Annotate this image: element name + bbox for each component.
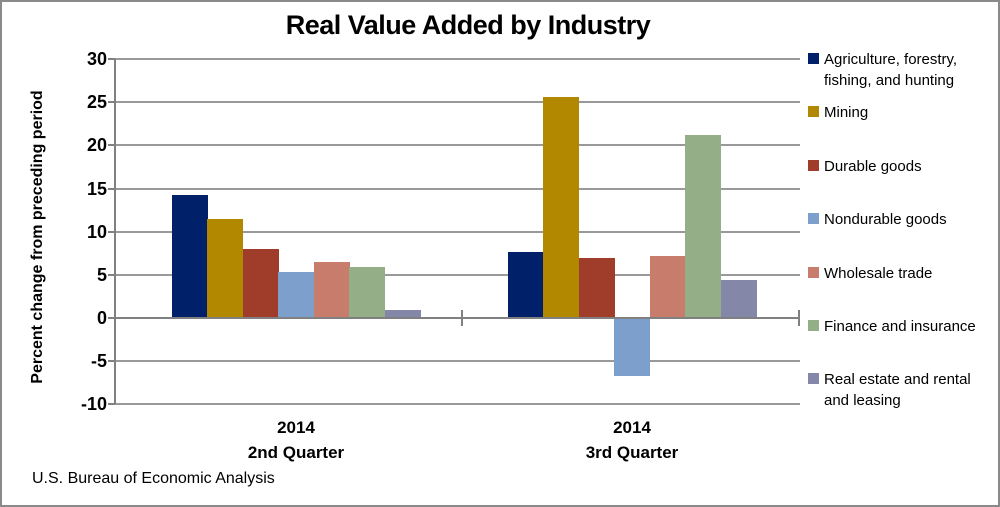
bar <box>721 280 757 318</box>
legend-swatch <box>808 53 819 64</box>
y-tick-mark <box>108 274 115 276</box>
gridline <box>115 360 800 362</box>
y-tick-mark <box>108 317 115 319</box>
bar <box>172 195 208 318</box>
y-tick-label: -5 <box>90 351 107 371</box>
bar <box>243 249 279 318</box>
gridline <box>115 188 800 190</box>
x-axis-label: 3rd Quarter <box>585 443 679 462</box>
legend-label: Real estate and rental and leasing <box>824 371 971 409</box>
x-tick-mark <box>461 310 463 326</box>
legend-label: Nondurable goods <box>824 211 947 228</box>
gridline <box>115 144 800 146</box>
x-axis-line <box>115 317 800 319</box>
legend-item: Agriculture, forestry, fishing, and hunt… <box>808 49 994 91</box>
legend-swatch <box>808 160 819 171</box>
legend-label: Finance and insurance <box>824 318 976 335</box>
legend-label: Agriculture, forestry, fishing, and hunt… <box>824 51 958 89</box>
bar <box>207 219 243 318</box>
y-tick-mark <box>108 188 115 190</box>
gridline <box>115 274 800 276</box>
y-tick-label: -10 <box>80 394 107 414</box>
bar <box>685 135 721 318</box>
y-tick-label: 10 <box>86 222 107 242</box>
y-tick-label: 0 <box>96 308 107 328</box>
y-tick-mark <box>108 360 115 362</box>
legend-item: Wholesale trade <box>808 263 994 284</box>
bar <box>278 272 314 318</box>
gridline <box>115 58 800 60</box>
legend-item: Nondurable goods <box>808 209 994 230</box>
legend-item: Real estate and rental and leasing <box>808 369 994 411</box>
gridline <box>115 101 800 103</box>
bar <box>314 262 350 318</box>
bar <box>579 258 615 318</box>
bar <box>349 267 385 318</box>
bar <box>508 252 544 318</box>
bar <box>543 97 579 318</box>
legend-label: Durable goods <box>824 158 922 175</box>
y-tick-mark <box>108 58 115 60</box>
y-tick-label: 15 <box>86 179 107 199</box>
y-tick-mark <box>108 231 115 233</box>
y-tick-mark <box>108 144 115 146</box>
x-axis-label: 2014 <box>613 418 651 437</box>
y-axis-line <box>114 59 116 404</box>
bar <box>650 256 686 318</box>
legend-swatch <box>808 213 819 224</box>
y-tick-label: 25 <box>86 92 107 112</box>
bar <box>385 310 421 318</box>
chart-title: Real Value Added by Industry <box>285 10 651 40</box>
legend-swatch <box>808 106 819 117</box>
y-axis-label: Percent change from preceding period <box>29 90 46 384</box>
y-tick-mark <box>108 403 115 405</box>
legend-swatch <box>808 267 819 278</box>
legend-label: Wholesale trade <box>824 265 933 282</box>
gridline <box>115 231 800 233</box>
x-axis-label: 2nd Quarter <box>247 443 345 462</box>
x-tick-mark <box>798 310 800 326</box>
y-tick-label: 30 <box>86 49 107 69</box>
y-tick-mark <box>108 101 115 103</box>
gridline <box>115 403 800 405</box>
legend-item: Finance and insurance <box>808 316 994 337</box>
legend-item: Durable goods <box>808 156 994 177</box>
y-tick-label: 20 <box>86 135 107 155</box>
bar <box>614 319 650 376</box>
legend-label: Mining <box>824 104 869 121</box>
y-tick-label: 5 <box>96 265 107 285</box>
legend-swatch <box>808 373 819 384</box>
legend-swatch <box>808 320 819 331</box>
x-axis-label: 2014 <box>277 418 315 437</box>
source-note: U.S. Bureau of Economic Analysis <box>32 470 275 487</box>
legend-item: Mining <box>808 102 994 123</box>
